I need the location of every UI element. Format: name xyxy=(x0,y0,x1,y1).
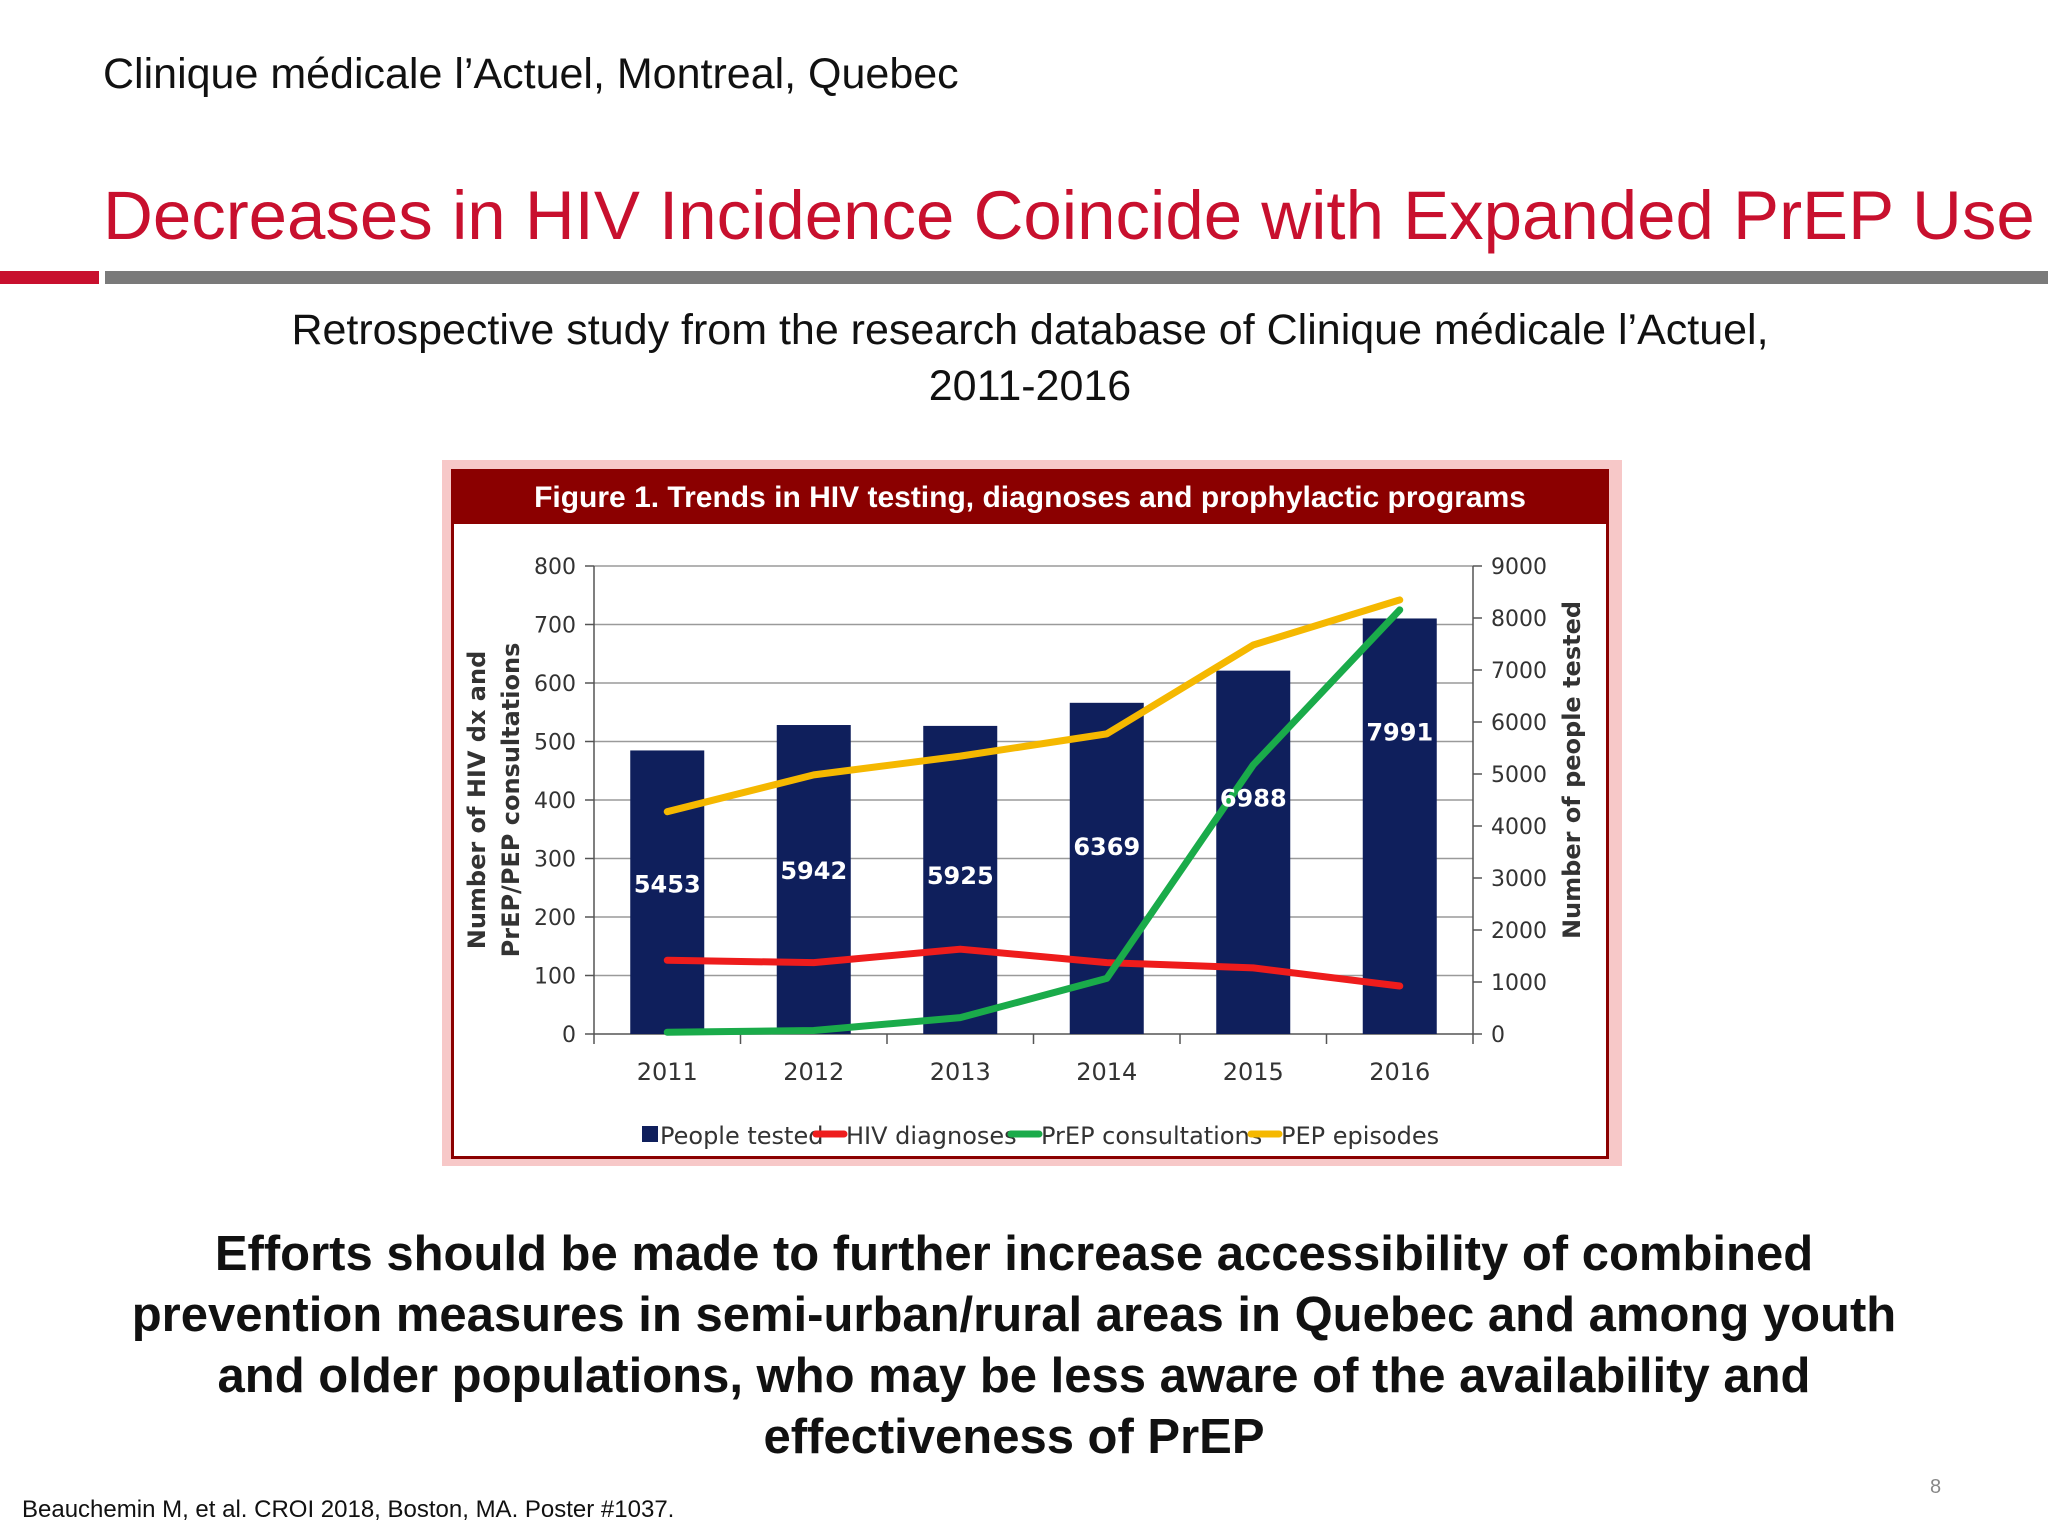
figure-title: Figure 1. Trends in HIV testing, diagnos… xyxy=(534,481,1526,514)
bar-value-label: 7991 xyxy=(1366,718,1433,746)
right-tick-label: 0 xyxy=(1491,1023,1505,1048)
left-tick-label: 0 xyxy=(562,1023,576,1048)
x-tick-label: 2011 xyxy=(637,1058,698,1086)
left-tick-label: 500 xyxy=(534,731,576,756)
right-tick-label: 8000 xyxy=(1491,607,1547,632)
right-tick-label: 6000 xyxy=(1491,711,1547,736)
conclusion-line-2: prevention measures in semi-urban/rural … xyxy=(131,1288,1897,1342)
legend-label-people-tested: People tested xyxy=(660,1122,823,1150)
bar-people-tested xyxy=(923,725,998,1034)
bar-value-label: 5925 xyxy=(927,862,994,890)
right-tick-label: 5000 xyxy=(1491,763,1547,788)
left-tick-label: 400 xyxy=(534,789,576,814)
right-tick-label: 3000 xyxy=(1491,867,1547,892)
subtitle-line-2: 2011-2016 xyxy=(928,362,1132,410)
conclusion-line-3: and older populations, who may be less a… xyxy=(217,1349,1811,1403)
x-tick-label: 2016 xyxy=(1369,1058,1430,1086)
right-tick-label: 4000 xyxy=(1491,815,1547,840)
line-prep-consultations xyxy=(663,606,1404,1036)
left-axis-title-line-1: Number of HIV dx and xyxy=(463,651,491,950)
left-tick-label: 300 xyxy=(534,848,576,873)
x-tick-label: 2014 xyxy=(1076,1058,1137,1086)
legend-label-pep-episodes: PEP episodes xyxy=(1281,1122,1439,1150)
figure-header-bar xyxy=(454,472,1606,524)
legend-label-hiv-diagnoses: HIV diagnoses xyxy=(846,1122,1017,1150)
bar-value-label: 5942 xyxy=(780,857,847,885)
right-tick-label: 1000 xyxy=(1491,971,1547,996)
left-tick-label: 200 xyxy=(534,906,576,931)
title-rule xyxy=(105,271,2048,284)
right-tick-label: 2000 xyxy=(1491,919,1547,944)
bar-value-label: 5453 xyxy=(634,870,701,898)
left-axis-title-line-2: PrEP/PEP consultations xyxy=(497,643,525,958)
citation: Beauchemin M, et al. CROI 2018, Boston, … xyxy=(22,1496,675,1523)
location-heading: Clinique médicale l’Actuel, Montreal, Qu… xyxy=(103,50,959,98)
bar-value-label: 6369 xyxy=(1073,833,1140,861)
left-axis-title: Number of HIV dx and PrEP/PEP consultatio… xyxy=(463,643,525,958)
right-tick-label: 9000 xyxy=(1491,555,1547,580)
legend-swatch-people-tested xyxy=(642,1126,658,1142)
left-tick-label: 600 xyxy=(534,672,576,697)
bar-people-tested xyxy=(1216,670,1291,1034)
left-tick-label: 100 xyxy=(534,965,576,990)
line-pep-episodes xyxy=(663,596,1404,816)
bar-people-tested xyxy=(630,750,705,1034)
right-axis-title: Number of people tested xyxy=(1558,601,1586,939)
x-tick-label: 2012 xyxy=(783,1058,844,1086)
left-tick-label: 800 xyxy=(534,555,576,580)
subtitle-line-1: Retrospective study from the research da… xyxy=(291,306,1769,354)
right-tick-label: 7000 xyxy=(1491,659,1547,684)
subtitle: Retrospective study from the research da… xyxy=(230,302,1830,414)
left-tick-label: 700 xyxy=(534,614,576,639)
legend-label-prep-consultations: PrEP consultations xyxy=(1041,1122,1262,1150)
line-hiv-diagnoses xyxy=(663,945,1404,990)
page-number: 8 xyxy=(1930,1476,1942,1498)
conclusion-text: Efforts should be made to further increa… xyxy=(60,1224,1968,1468)
conclusion-line-4: effectiveness of PrEP xyxy=(763,1410,1265,1464)
x-tick-label: 2013 xyxy=(930,1058,991,1086)
x-tick-label: 2015 xyxy=(1223,1058,1284,1086)
conclusion-line-1: Efforts should be made to further increa… xyxy=(214,1227,1814,1281)
bar-value-label: 6988 xyxy=(1220,785,1287,813)
title-rule-accent xyxy=(0,271,99,284)
slide-title: Decreases in HIV Incidence Coincide with… xyxy=(103,177,2035,254)
bar-people-tested xyxy=(1362,618,1437,1034)
